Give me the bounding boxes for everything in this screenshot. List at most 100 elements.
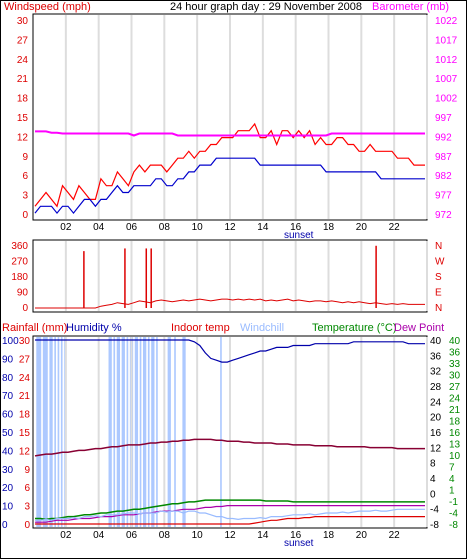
dewpoint-tick-label: 18 — [449, 417, 461, 428]
direction-compass-label: N — [435, 303, 442, 314]
rain-tick-label: 12 — [19, 446, 31, 457]
dewpoint-tick-label: 13 — [449, 440, 461, 451]
temp-x-tick-label: 10 — [192, 530, 204, 541]
rain-tick-label: 18 — [19, 410, 31, 421]
windchill-band — [139, 337, 142, 527]
dewpoint-tick-label: 16 — [449, 428, 461, 439]
barometer-tick-label: 977 — [435, 191, 452, 202]
temperature-tick-label: 28 — [430, 382, 442, 393]
windchill-band — [36, 337, 42, 527]
windchill-band — [60, 337, 63, 527]
humidity-tick-label: 70 — [2, 391, 14, 402]
wind-x-tick-label: 08 — [159, 222, 171, 233]
temperature-tick-label: 4 — [430, 474, 436, 485]
wind-x-tick-label: 06 — [126, 222, 138, 233]
wind-tick-label: 27 — [17, 35, 29, 46]
rainfall-label: Rainfall (mm) — [2, 322, 67, 334]
dewpoint-tick-label: 33 — [449, 359, 461, 370]
humidity-tick-label: 20 — [2, 483, 14, 494]
wind-tick-label: 12 — [17, 132, 29, 143]
windchill-band — [116, 337, 121, 527]
wind-max-line — [34, 122, 425, 208]
humidity-tick-label: 0 — [2, 520, 8, 531]
direction-line — [35, 298, 425, 309]
dewpoint-tick-label: -4 — [449, 509, 458, 520]
sunset-label-top: sunset — [284, 230, 314, 241]
rain-tick-label: 15 — [19, 428, 31, 439]
dewpoint-tick-label: 30 — [449, 371, 461, 382]
barometer-tick-label: 987 — [435, 152, 452, 163]
humidity-tick-label: 100 — [2, 336, 19, 347]
indoor-temp-line — [34, 438, 425, 457]
direction-compass-label: E — [435, 288, 442, 299]
windchill-band — [147, 337, 150, 527]
windchill-band — [42, 337, 48, 527]
temperature-tick-label: -4 — [430, 505, 439, 516]
humidity-tick-label: 40 — [2, 446, 14, 457]
windchill-band — [49, 337, 53, 527]
windchill-band — [121, 337, 125, 527]
windchill-band — [54, 337, 56, 527]
direction-tick-label: 180 — [11, 272, 28, 283]
windchill-band — [156, 337, 158, 527]
temperature-tick-label: 40 — [430, 336, 442, 347]
windchill-band — [182, 337, 186, 527]
direction-compass-label: S — [435, 272, 442, 283]
temp-x-tick-label: 04 — [93, 530, 105, 541]
wind-tick-label: 18 — [17, 94, 29, 105]
windchill-band — [134, 337, 139, 527]
humidity-tick-label: 30 — [2, 465, 14, 476]
barometer-tick-label: 1022 — [435, 16, 458, 27]
wind-x-tick-label: 10 — [192, 222, 204, 233]
windchill-band — [113, 337, 116, 527]
direction-tick-label: 270 — [11, 257, 28, 268]
windchill-band — [142, 337, 147, 527]
temp-x-tick-label: 22 — [389, 530, 401, 541]
indoor-label: Indoor temp — [171, 322, 230, 334]
graph-title: 24 hour graph day : 29 November 2008 — [170, 1, 362, 13]
temperature-tick-label: 36 — [430, 351, 442, 362]
temp-x-tick-label: 12 — [224, 530, 236, 541]
wind-x-tick-label: 18 — [323, 222, 335, 233]
rain-tick-label: 0 — [24, 520, 30, 531]
wind-tick-label: 21 — [17, 74, 29, 85]
temperature-tick-label: 24 — [430, 397, 442, 408]
temp-x-tick-label: 08 — [159, 530, 171, 541]
humidity-tick-label: 10 — [2, 502, 14, 513]
barometer-tick-label: 1002 — [435, 94, 458, 105]
temperature-tick-label: 8 — [430, 459, 436, 470]
wind-x-tick-label: 20 — [356, 222, 368, 233]
rain-tick-label: 9 — [24, 465, 30, 476]
temperature-tick-label: -8 — [430, 520, 439, 531]
wind-tick-label: 30 — [17, 16, 29, 27]
temp-x-tick-label: 16 — [290, 530, 302, 541]
rain-tick-label: 27 — [19, 354, 31, 365]
windchill-label: Windchill — [240, 322, 284, 334]
rain-tick-label: 24 — [19, 373, 31, 384]
windchill-line — [35, 508, 425, 521]
direction-compass-label: N — [435, 241, 442, 252]
humidity-label: Humidity % — [66, 322, 122, 334]
temp-x-tick-label: 02 — [60, 530, 72, 541]
dewpoint-tick-label: 4 — [449, 474, 455, 485]
direction-tick-label: 360 — [11, 241, 28, 252]
direction-compass-label: W — [435, 257, 445, 268]
humidity-tick-label: 50 — [2, 428, 14, 439]
wind-avg-line — [34, 157, 425, 215]
wind-tick-label: 0 — [22, 210, 28, 221]
dewpoint-tick-label: 36 — [449, 348, 461, 359]
wind-tick-label: 24 — [17, 55, 29, 66]
humidity-tick-label: 60 — [2, 410, 14, 421]
barometer-tick-label: 1012 — [435, 55, 458, 66]
wind-x-tick-label: 16 — [290, 222, 302, 233]
dewpoint-tick-label: 7 — [449, 463, 455, 474]
barometer-tick-label: 982 — [435, 171, 452, 182]
wind-x-tick-label: 12 — [224, 222, 236, 233]
barometer-tick-label: 1007 — [435, 74, 458, 85]
windchill-band — [151, 337, 155, 527]
temp-x-tick-label: 06 — [126, 530, 138, 541]
humidity-line — [35, 339, 425, 363]
barometer-tick-label: 1017 — [435, 35, 458, 46]
temperature-tick-label: 20 — [430, 413, 442, 424]
